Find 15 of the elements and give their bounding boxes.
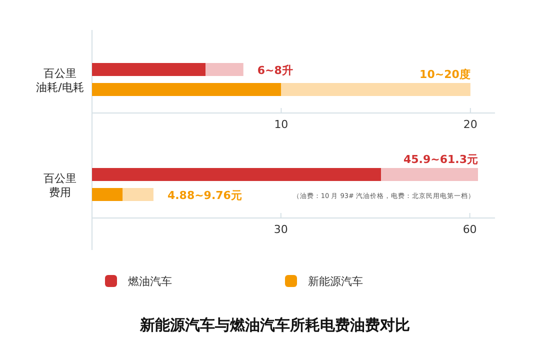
x-tick-label: 60 — [462, 223, 477, 236]
x-tick-label: 10 — [274, 118, 288, 131]
annotation: 45.9~61.3元 — [404, 153, 478, 166]
legend-label: 燃油汽车 — [128, 275, 172, 288]
x-tick-label: 30 — [274, 223, 288, 236]
legend-item: 新能源汽车 — [285, 275, 363, 288]
annotation: 4.88~9.76元 — [167, 189, 242, 202]
x-tick-label: 20 — [463, 118, 478, 131]
legend-item: 燃油汽车 — [105, 275, 172, 288]
legend-label: 新能源汽车 — [308, 275, 363, 288]
y-axis-title: 百公里费用 — [44, 172, 76, 199]
text: 新能源汽车与燃油汽车所耗电费油费对比 — [139, 316, 410, 334]
y-axis-title: 百公里油耗/电耗 — [36, 67, 84, 94]
annotation: 10~20度 — [420, 68, 470, 81]
annotation: 6~8升 — [257, 64, 293, 77]
